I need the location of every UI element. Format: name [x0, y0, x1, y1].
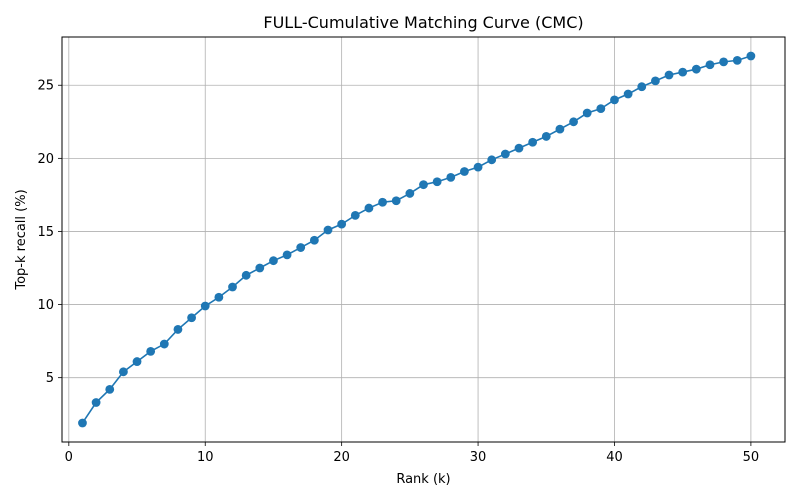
x-tick-label: 50 [743, 450, 760, 465]
data-point [146, 346, 156, 356]
x-tick-label: 40 [606, 450, 623, 465]
data-point [391, 196, 401, 206]
y-axis-title: Top-k recall (%) [14, 189, 29, 290]
data-point [91, 398, 101, 407]
x-tick-label: 30 [470, 450, 487, 465]
data-point [159, 339, 169, 349]
tick-layer: 0 10 20 30 40 50 5 10 15 20 25 [37, 79, 759, 465]
data-point [719, 57, 729, 67]
data-point [323, 225, 333, 235]
data-point [200, 301, 210, 311]
data-point [309, 235, 319, 245]
data-point [460, 167, 469, 176]
data-point [241, 270, 251, 280]
data-point [487, 155, 497, 165]
data-point [664, 70, 674, 80]
data-point [228, 282, 237, 292]
y-tick-label: 20 [37, 152, 54, 167]
data-point [610, 95, 619, 105]
data-point [350, 210, 360, 220]
data-point [118, 367, 128, 377]
data-point [746, 51, 756, 61]
data-point [337, 219, 347, 229]
data-point [432, 177, 442, 187]
data-point [500, 149, 510, 159]
data-point [528, 137, 538, 147]
y-tick-label: 10 [37, 298, 54, 313]
x-axis-title: Rank (k) [396, 472, 450, 487]
data-point [691, 64, 701, 74]
x-tick-label: 0 [65, 450, 73, 465]
grid-layer [62, 37, 785, 442]
data-point [651, 76, 660, 86]
data-point [282, 250, 292, 260]
data-point [569, 117, 578, 127]
x-tick-label: 10 [197, 450, 214, 465]
data-point [596, 104, 606, 114]
data-point [473, 162, 483, 172]
series-layer [78, 51, 756, 428]
data-point [269, 256, 278, 266]
data-point [173, 325, 183, 334]
y-tick-label: 25 [37, 79, 54, 94]
data-point [405, 189, 415, 198]
data-point [364, 203, 374, 213]
data-point [582, 108, 592, 118]
x-tick-label: 20 [333, 450, 350, 465]
data-point [419, 180, 428, 190]
data-point [705, 60, 715, 70]
data-point [678, 67, 688, 77]
plot-frame [61, 36, 786, 443]
y-tick-label: 5 [46, 371, 54, 386]
data-point [187, 313, 196, 323]
data-point [378, 197, 387, 207]
data-point [132, 357, 142, 366]
series-line [81, 55, 752, 424]
data-point [514, 143, 524, 153]
data-point [541, 132, 551, 141]
data-point [555, 124, 565, 134]
data-point [296, 243, 306, 252]
data-point [214, 292, 224, 302]
data-point [446, 172, 456, 182]
data-point [255, 263, 265, 273]
data-point [623, 89, 633, 99]
data-point [78, 418, 87, 428]
data-point [105, 384, 115, 394]
data-point [732, 55, 742, 65]
y-tick-label: 15 [37, 225, 54, 240]
chart-title: FULL-Cumulative Matching Curve (CMC) [263, 13, 583, 32]
data-point [637, 82, 647, 92]
